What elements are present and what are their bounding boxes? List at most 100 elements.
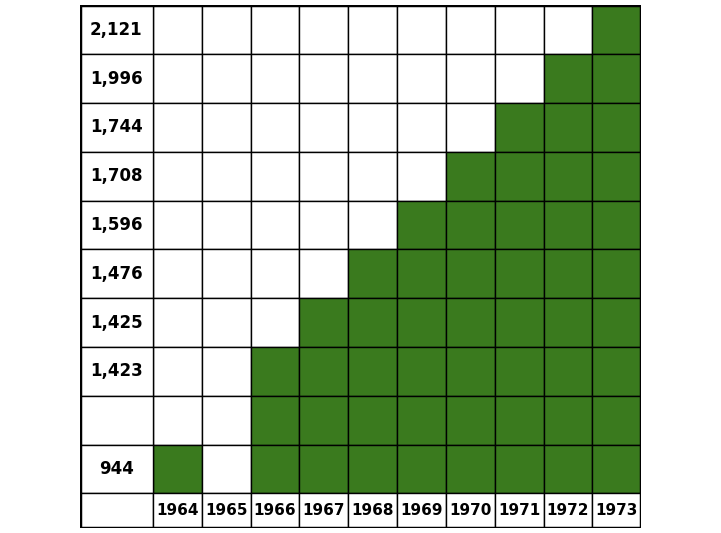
Bar: [202, 5, 251, 54]
Text: 944: 944: [99, 460, 134, 478]
Bar: [348, 445, 397, 494]
Bar: [251, 152, 299, 200]
Bar: [80, 396, 153, 445]
Bar: [251, 445, 299, 494]
Bar: [593, 54, 641, 103]
Text: 1,596: 1,596: [90, 216, 143, 234]
Bar: [251, 54, 299, 103]
Bar: [397, 347, 446, 396]
Bar: [202, 200, 251, 249]
Bar: [544, 200, 593, 249]
Bar: [495, 396, 544, 445]
Bar: [446, 396, 495, 445]
Bar: [80, 54, 153, 103]
Bar: [544, 249, 593, 298]
Bar: [495, 200, 544, 249]
Bar: [446, 5, 495, 54]
Bar: [446, 152, 495, 200]
Bar: [251, 5, 299, 54]
Bar: [202, 298, 251, 347]
Bar: [544, 103, 593, 152]
Bar: [80, 347, 153, 396]
Bar: [299, 494, 348, 528]
Bar: [299, 445, 348, 494]
Bar: [544, 445, 593, 494]
Bar: [593, 347, 641, 396]
Bar: [251, 298, 299, 347]
Bar: [446, 200, 495, 249]
Text: 1972: 1972: [547, 503, 589, 518]
Bar: [593, 396, 641, 445]
Bar: [299, 396, 348, 445]
Bar: [495, 54, 544, 103]
Text: 1,744: 1,744: [90, 118, 143, 136]
Bar: [495, 103, 544, 152]
Bar: [348, 396, 397, 445]
Bar: [397, 5, 446, 54]
Bar: [80, 298, 153, 347]
Bar: [80, 200, 153, 249]
Bar: [348, 200, 397, 249]
Bar: [299, 152, 348, 200]
Bar: [153, 298, 202, 347]
Bar: [544, 347, 593, 396]
Bar: [299, 54, 348, 103]
Bar: [80, 103, 153, 152]
Bar: [202, 396, 251, 445]
Bar: [446, 54, 495, 103]
Bar: [593, 152, 641, 200]
Bar: [153, 152, 202, 200]
Bar: [348, 347, 397, 396]
Bar: [299, 249, 348, 298]
Bar: [299, 200, 348, 249]
Bar: [251, 249, 299, 298]
Bar: [153, 396, 202, 445]
Bar: [80, 494, 153, 528]
Bar: [446, 347, 495, 396]
Bar: [446, 445, 495, 494]
Bar: [593, 249, 641, 298]
Bar: [299, 298, 348, 347]
Text: 1969: 1969: [400, 503, 443, 518]
Bar: [446, 494, 495, 528]
Bar: [544, 396, 593, 445]
Bar: [397, 54, 446, 103]
Bar: [251, 494, 299, 528]
Bar: [495, 347, 544, 396]
Bar: [544, 152, 593, 200]
Text: 1968: 1968: [351, 503, 394, 518]
Bar: [80, 249, 153, 298]
Bar: [153, 494, 202, 528]
Bar: [348, 298, 397, 347]
Text: 1971: 1971: [498, 503, 540, 518]
Bar: [397, 445, 446, 494]
Bar: [593, 200, 641, 249]
Bar: [495, 445, 544, 494]
Text: 1967: 1967: [303, 503, 345, 518]
Bar: [593, 445, 641, 494]
Bar: [348, 494, 397, 528]
Bar: [593, 103, 641, 152]
Text: 1965: 1965: [205, 503, 247, 518]
Text: 1,708: 1,708: [90, 167, 143, 185]
Bar: [495, 249, 544, 298]
Text: 1,996: 1,996: [90, 69, 143, 87]
Bar: [544, 54, 593, 103]
Bar: [202, 103, 251, 152]
Bar: [593, 494, 641, 528]
Bar: [446, 249, 495, 298]
Bar: [495, 298, 544, 347]
Bar: [397, 152, 446, 200]
Bar: [397, 298, 446, 347]
Bar: [593, 5, 641, 54]
Bar: [446, 298, 495, 347]
Bar: [397, 200, 446, 249]
Bar: [251, 200, 299, 249]
Bar: [544, 298, 593, 347]
Bar: [153, 347, 202, 396]
Bar: [153, 249, 202, 298]
Bar: [153, 5, 202, 54]
Bar: [348, 103, 397, 152]
Bar: [495, 5, 544, 54]
Bar: [202, 445, 251, 494]
